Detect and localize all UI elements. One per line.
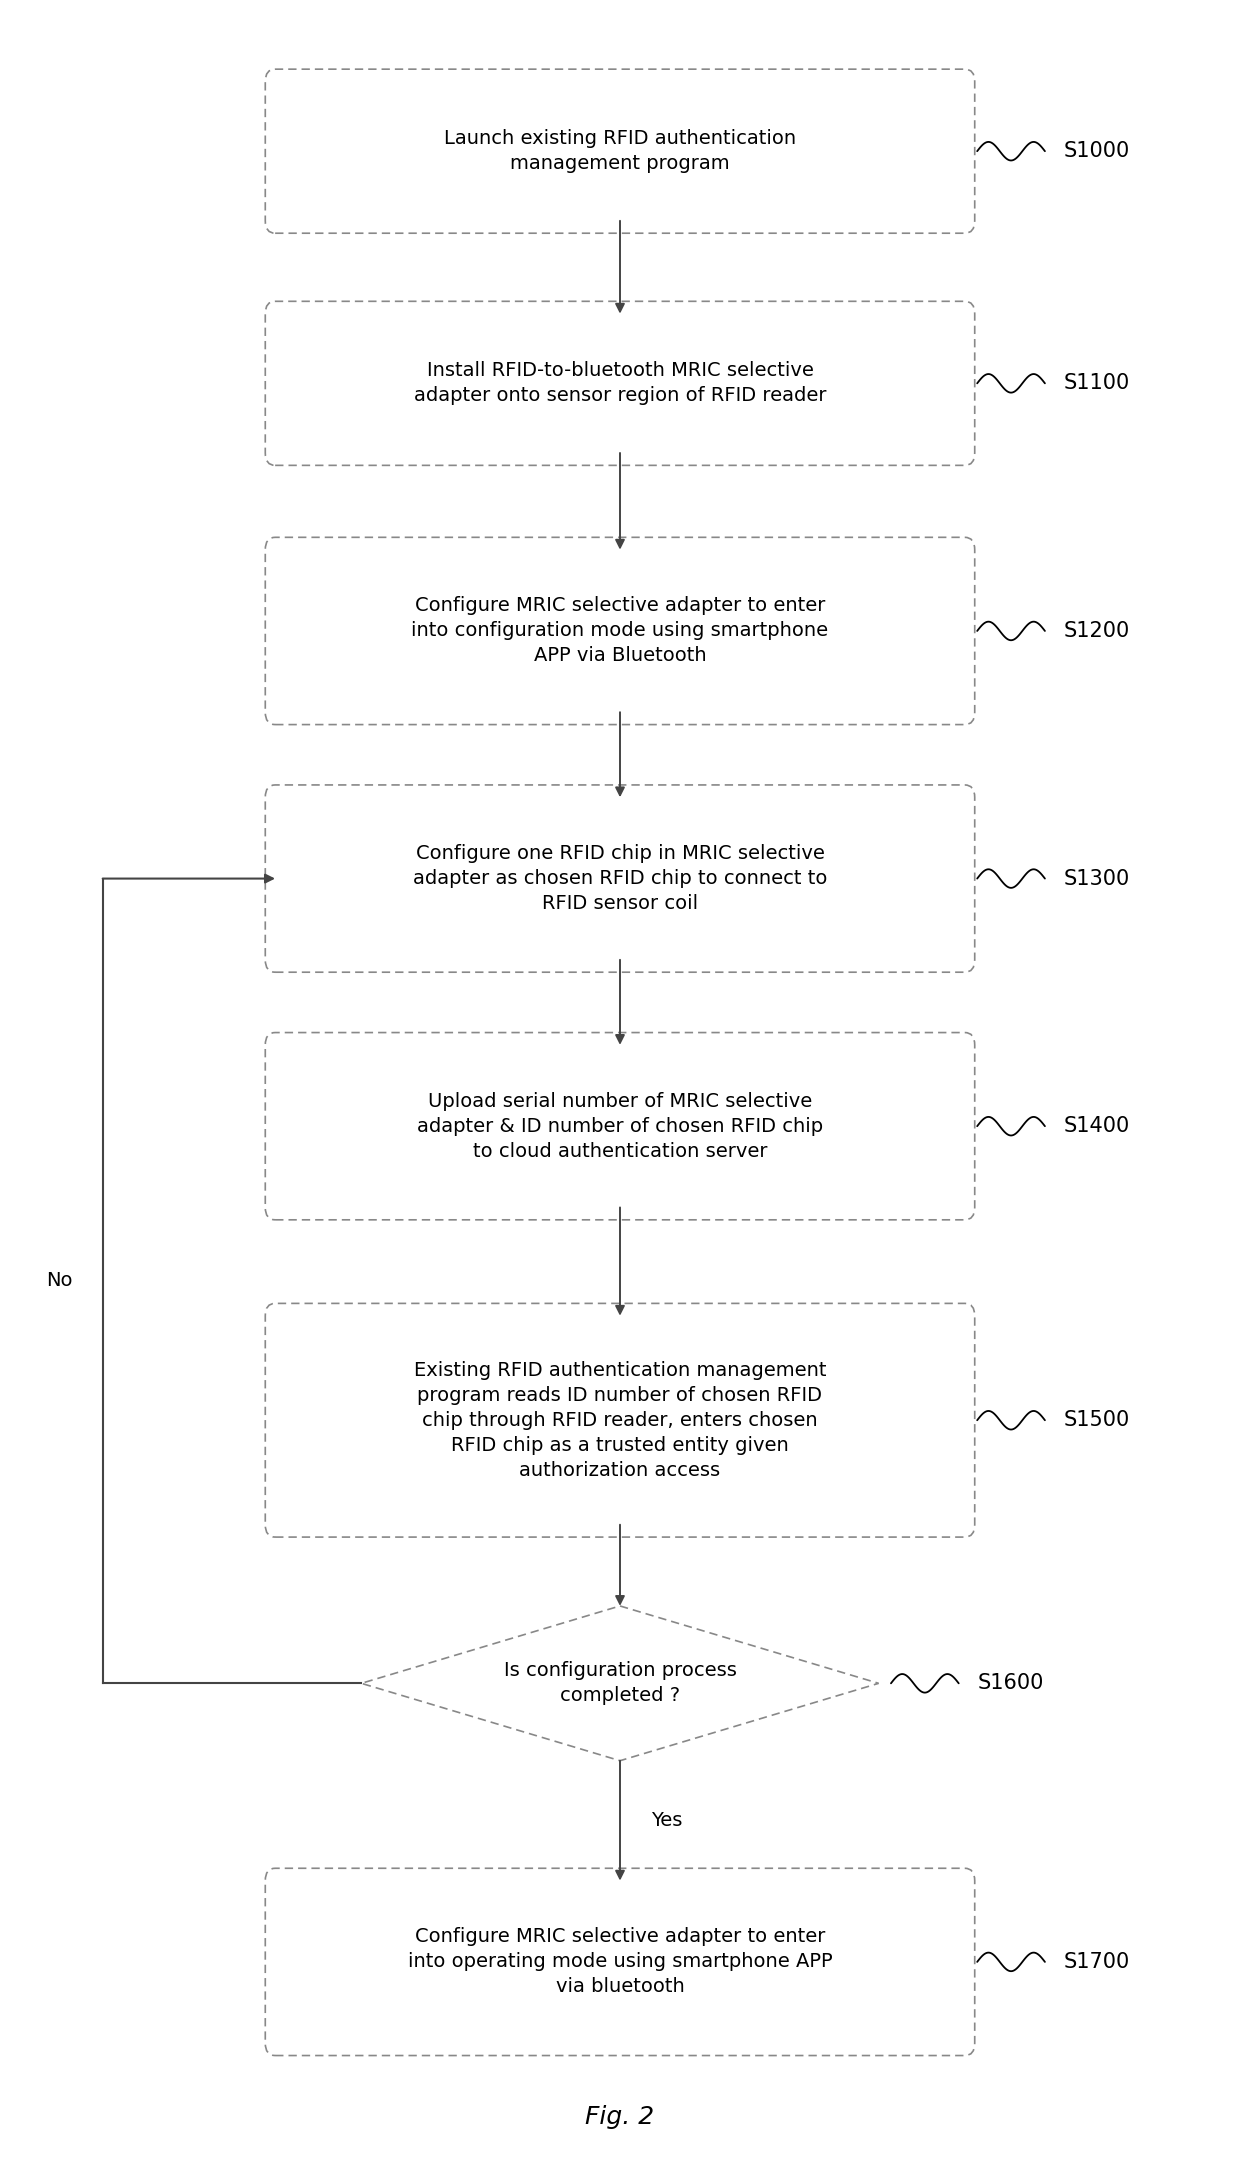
Text: S1000: S1000	[1064, 141, 1130, 161]
FancyBboxPatch shape	[265, 1033, 975, 1220]
Text: Yes: Yes	[651, 1812, 682, 1829]
Text: Existing RFID authentication management
program reads ID number of chosen RFID
c: Existing RFID authentication management …	[414, 1362, 826, 1479]
Text: Upload serial number of MRIC selective
adapter & ID number of chosen RFID chip
t: Upload serial number of MRIC selective a…	[417, 1092, 823, 1161]
Text: Configure MRIC selective adapter to enter
into operating mode using smartphone A: Configure MRIC selective adapter to ente…	[408, 1927, 832, 1997]
Text: S1700: S1700	[1064, 1951, 1130, 1973]
Text: Configure one RFID chip in MRIC selective
adapter as chosen RFID chip to connect: Configure one RFID chip in MRIC selectiv…	[413, 844, 827, 913]
Text: No: No	[46, 1272, 73, 1290]
Text: Launch existing RFID authentication
management program: Launch existing RFID authentication mana…	[444, 128, 796, 174]
FancyBboxPatch shape	[265, 537, 975, 724]
Text: S1600: S1600	[977, 1673, 1044, 1694]
Text: S1100: S1100	[1064, 374, 1130, 394]
FancyBboxPatch shape	[265, 1303, 975, 1538]
FancyBboxPatch shape	[265, 302, 975, 465]
Text: Fig. 2: Fig. 2	[585, 2105, 655, 2129]
Text: Configure MRIC selective adapter to enter
into configuration mode using smartpho: Configure MRIC selective adapter to ente…	[412, 596, 828, 666]
FancyBboxPatch shape	[265, 1868, 975, 2055]
FancyBboxPatch shape	[265, 785, 975, 972]
FancyBboxPatch shape	[265, 70, 975, 233]
Text: S1300: S1300	[1064, 868, 1130, 890]
Text: S1200: S1200	[1064, 620, 1130, 642]
Text: Is configuration process
completed ?: Is configuration process completed ?	[503, 1662, 737, 1705]
Polygon shape	[361, 1605, 879, 1762]
Text: Install RFID-to-bluetooth MRIC selective
adapter onto sensor region of RFID read: Install RFID-to-bluetooth MRIC selective…	[414, 361, 826, 405]
Text: S1500: S1500	[1064, 1409, 1130, 1431]
Text: S1400: S1400	[1064, 1116, 1130, 1135]
